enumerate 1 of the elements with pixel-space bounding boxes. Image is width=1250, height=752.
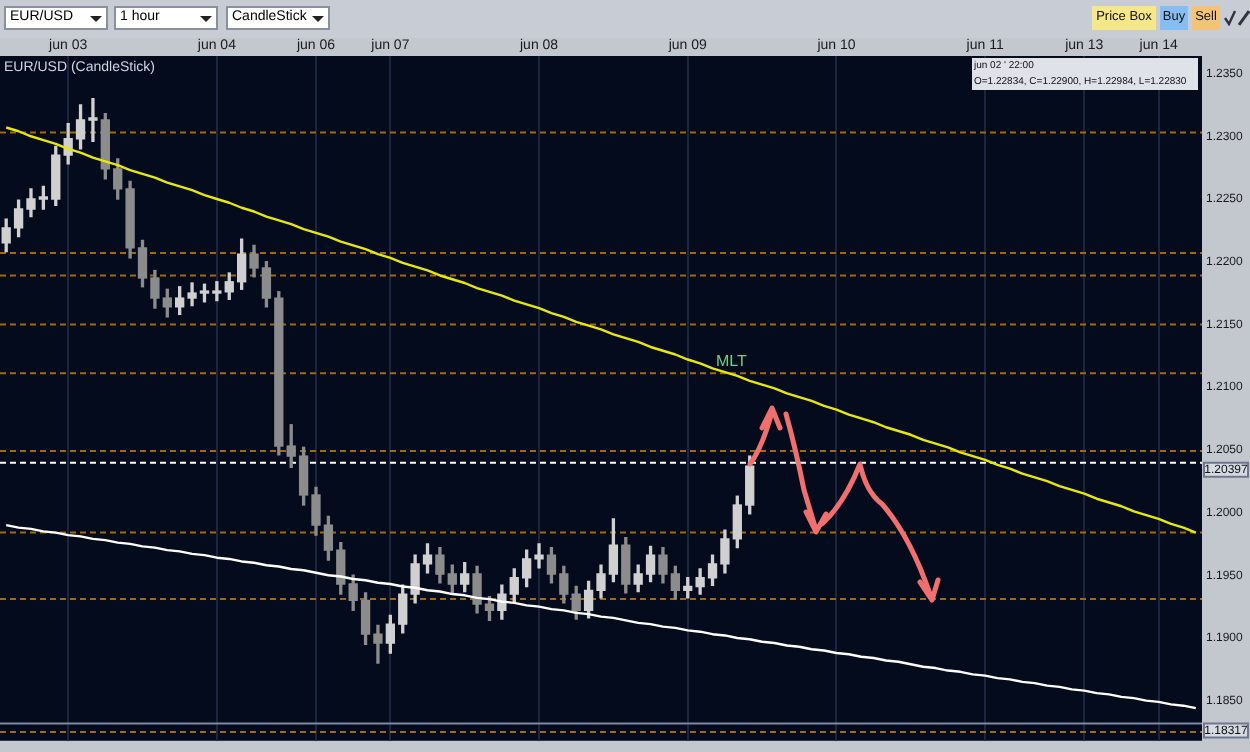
annotation: MLT: [716, 352, 747, 370]
